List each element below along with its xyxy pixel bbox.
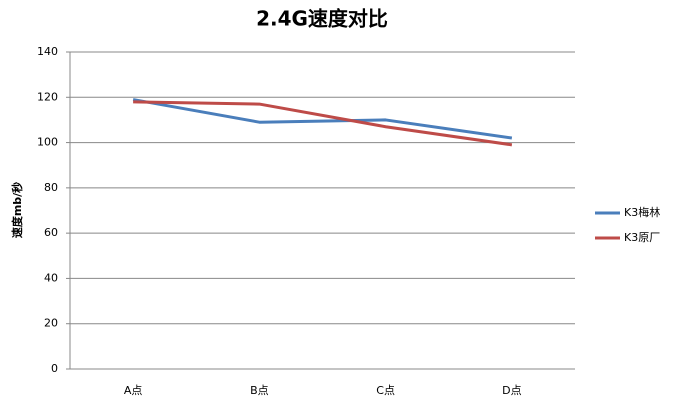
y-axis-label: 速度mb/秒 — [10, 182, 24, 238]
x-tick-label: D点 — [502, 384, 521, 397]
y-tick-label: 120 — [37, 90, 58, 103]
series-line — [133, 100, 513, 147]
y-tick-label: 20 — [44, 317, 58, 330]
legend-label: K3原厂 — [624, 231, 660, 244]
y-tick-label: 100 — [37, 136, 58, 149]
y-tick-label: 0 — [51, 362, 58, 375]
chart-title: 2.4G速度对比 — [256, 7, 388, 31]
x-tick-label: B点 — [250, 384, 269, 397]
y-tick-label: 40 — [44, 271, 58, 284]
x-tick-label: A点 — [124, 384, 143, 397]
y-tick-label: 140 — [37, 45, 58, 58]
legend-label: K3梅林 — [624, 205, 660, 219]
y-tick-label: 80 — [44, 181, 58, 194]
x-tick-label: C点 — [376, 384, 395, 397]
y-tick-label: 60 — [44, 226, 58, 239]
series-line — [132, 98, 513, 140]
